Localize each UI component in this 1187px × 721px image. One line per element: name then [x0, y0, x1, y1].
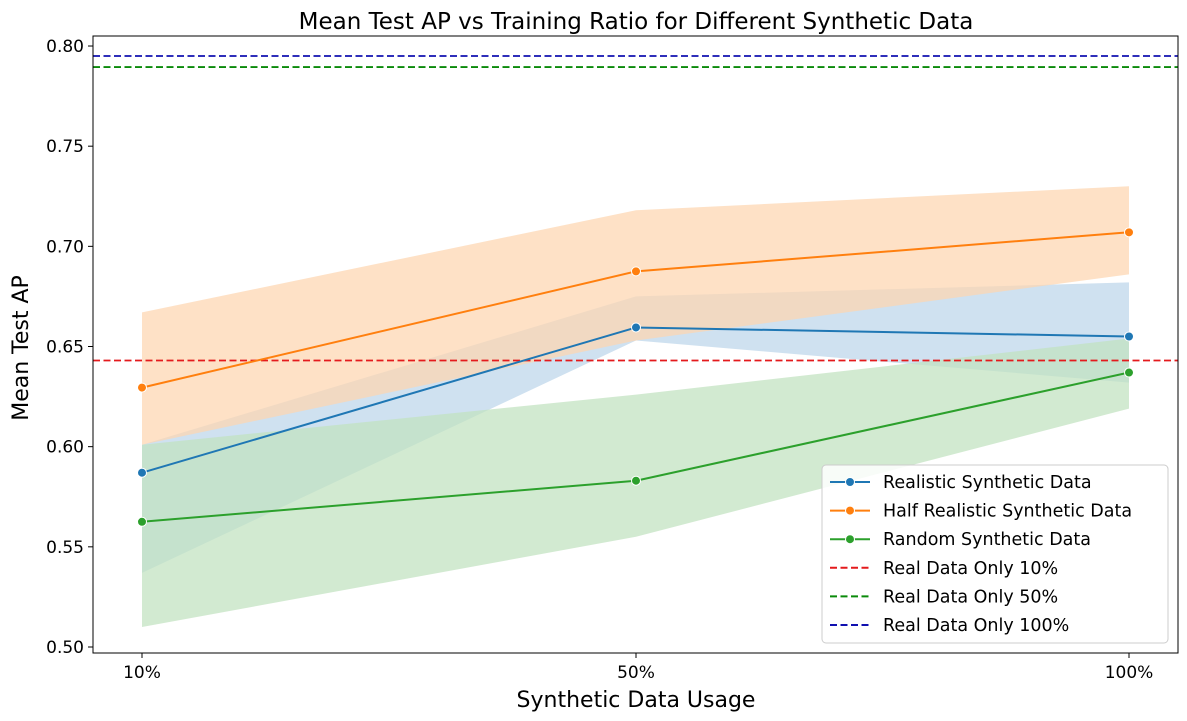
x-tick-label-1: 10%	[123, 663, 161, 683]
data-point-3-1	[137, 516, 147, 527]
legend-marker-3	[845, 534, 855, 545]
data-point-2-3	[1124, 227, 1134, 238]
x-tick-label-2: 50%	[617, 663, 655, 683]
plot-area: 0.50 0.55 0.60 0.65 0.70 0.75 0.80 10% 50% 100%	[46, 35, 1179, 683]
y-tick-label-1: 0.50	[46, 638, 84, 658]
x-axis-label: Synthetic Data Usage	[517, 688, 756, 713]
data-point-2-1	[137, 382, 147, 393]
confidence-band-2	[142, 186, 1129, 445]
x-tick-label-3: 100%	[1105, 663, 1154, 683]
data-point-1-1	[137, 467, 147, 478]
data-point-1-2	[631, 322, 641, 333]
y-tick-label-2: 0.55	[46, 538, 84, 558]
data-point-1-3	[1124, 331, 1134, 342]
y-tick-label-7: 0.80	[46, 37, 84, 57]
data-point-2-2	[631, 266, 641, 277]
legend-label-3: Random Synthetic Data	[883, 530, 1091, 550]
legend-label-2: Half Realistic Synthetic Data	[883, 502, 1132, 522]
legend-box	[821, 464, 1169, 644]
legend-label-6: Real Data Only 100%	[883, 616, 1069, 636]
y-tick-label-6: 0.75	[46, 137, 84, 157]
y-axis-label: Mean Test AP	[9, 275, 34, 421]
legend-label-1: Realistic Synthetic Data	[883, 473, 1092, 493]
chart-title: Mean Test AP vs Training Ratio for Diffe…	[299, 9, 974, 35]
legend-marker-1	[845, 477, 855, 487]
y-tick-label-3: 0.60	[46, 438, 84, 458]
legend: Realistic Synthetic Data Half Realistic S…	[821, 464, 1169, 644]
y-tick-label-5: 0.70	[46, 237, 84, 257]
data-point-3-3	[1124, 367, 1134, 378]
legend-marker-2	[845, 505, 855, 516]
data-point-3-2	[631, 475, 641, 486]
y-tick-label-4: 0.65	[46, 338, 84, 358]
legend-label-5: Real Data Only 50%	[883, 587, 1058, 607]
confidence-band-1	[142, 282, 1129, 573]
legend-label-4: Real Data Only 10%	[883, 559, 1058, 579]
